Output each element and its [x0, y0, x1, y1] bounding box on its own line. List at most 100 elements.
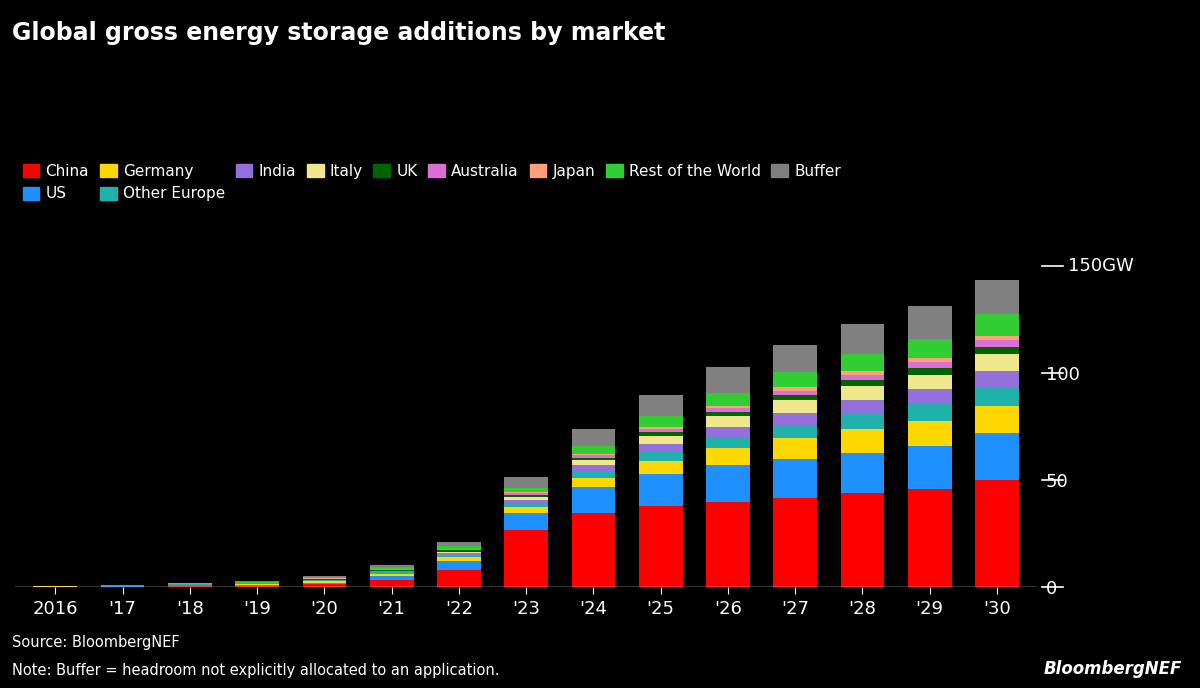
- Bar: [437, 546, 481, 548]
- Bar: [571, 460, 616, 466]
- Bar: [773, 372, 817, 387]
- Bar: [571, 478, 616, 487]
- Bar: [706, 393, 750, 405]
- Bar: [908, 489, 952, 588]
- Bar: [706, 437, 750, 449]
- Bar: [571, 455, 616, 458]
- Bar: [638, 451, 683, 461]
- Bar: [370, 576, 414, 580]
- Bar: [638, 427, 683, 429]
- Bar: [638, 444, 683, 451]
- Bar: [504, 499, 548, 503]
- Bar: [908, 374, 952, 389]
- Bar: [976, 433, 1019, 480]
- Bar: [841, 374, 884, 380]
- Bar: [638, 395, 683, 416]
- Bar: [370, 565, 414, 567]
- Bar: [976, 347, 1019, 354]
- Bar: [773, 387, 817, 391]
- Bar: [638, 416, 683, 427]
- Bar: [504, 513, 548, 530]
- Bar: [437, 552, 481, 553]
- Bar: [773, 395, 817, 400]
- Bar: [706, 408, 750, 412]
- Bar: [706, 416, 750, 427]
- Legend: China, US, Germany, Other Europe, India, Italy, UK, Australia, Japan, Rest of th: China, US, Germany, Other Europe, India,…: [23, 164, 841, 202]
- Bar: [437, 555, 481, 557]
- Bar: [908, 405, 952, 420]
- Bar: [302, 581, 347, 583]
- Bar: [908, 368, 952, 374]
- Text: Note: Buffer = headroom not explicitly allocated to an application.: Note: Buffer = headroom not explicitly a…: [12, 663, 499, 678]
- Bar: [437, 570, 481, 588]
- Bar: [638, 432, 683, 436]
- Bar: [773, 497, 817, 588]
- Bar: [235, 585, 278, 588]
- Bar: [976, 341, 1019, 347]
- Bar: [638, 474, 683, 506]
- Bar: [302, 577, 347, 579]
- Bar: [706, 502, 750, 588]
- Bar: [101, 587, 144, 588]
- Text: Global gross energy storage additions by market: Global gross energy storage additions by…: [12, 21, 665, 45]
- Bar: [437, 541, 481, 546]
- Bar: [437, 548, 481, 549]
- Bar: [638, 429, 683, 432]
- Bar: [841, 493, 884, 588]
- Bar: [908, 338, 952, 358]
- Bar: [841, 323, 884, 354]
- Bar: [302, 583, 347, 584]
- Bar: [571, 429, 616, 447]
- Bar: [908, 447, 952, 489]
- Bar: [302, 584, 347, 588]
- Bar: [504, 488, 548, 492]
- Bar: [773, 438, 817, 459]
- Bar: [638, 436, 683, 444]
- Bar: [976, 354, 1019, 372]
- Bar: [370, 567, 414, 569]
- Bar: [571, 458, 616, 460]
- Bar: [571, 447, 616, 453]
- Bar: [841, 380, 884, 386]
- Text: BloombergNEF: BloombergNEF: [1044, 660, 1182, 678]
- Bar: [706, 449, 750, 466]
- Bar: [706, 405, 750, 408]
- Bar: [841, 386, 884, 400]
- Bar: [908, 389, 952, 405]
- Bar: [504, 492, 548, 493]
- Bar: [841, 414, 884, 429]
- Bar: [571, 513, 616, 588]
- Bar: [841, 371, 884, 374]
- Bar: [571, 453, 616, 455]
- Bar: [706, 466, 750, 502]
- Bar: [437, 549, 481, 550]
- Bar: [976, 280, 1019, 314]
- Bar: [908, 306, 952, 338]
- Bar: [504, 503, 548, 507]
- Bar: [908, 362, 952, 368]
- Bar: [504, 530, 548, 588]
- Bar: [841, 354, 884, 371]
- Bar: [908, 358, 952, 362]
- Bar: [841, 453, 884, 493]
- Bar: [370, 570, 414, 572]
- Bar: [504, 493, 548, 495]
- Bar: [976, 372, 1019, 389]
- Bar: [976, 405, 1019, 433]
- Bar: [571, 471, 616, 478]
- Bar: [976, 314, 1019, 336]
- Bar: [773, 391, 817, 395]
- Text: Source: BloombergNEF: Source: BloombergNEF: [12, 635, 180, 650]
- Bar: [370, 574, 414, 576]
- Bar: [504, 507, 548, 513]
- Bar: [168, 585, 211, 588]
- Bar: [976, 480, 1019, 588]
- Bar: [706, 427, 750, 437]
- Bar: [370, 572, 414, 574]
- Bar: [437, 557, 481, 561]
- Bar: [841, 429, 884, 453]
- Bar: [773, 424, 817, 438]
- Bar: [571, 487, 616, 513]
- Bar: [908, 420, 952, 447]
- Bar: [706, 367, 750, 393]
